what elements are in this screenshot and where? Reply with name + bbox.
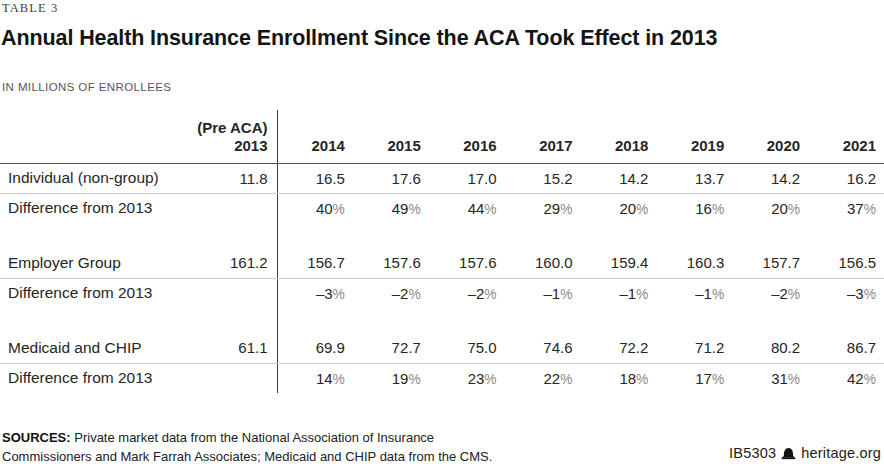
table-row-medicaid-chip: Medicaid and CHIP 61.1 69.9 72.7 75.0 74…: [0, 333, 884, 363]
value-cell: 14%: [277, 363, 353, 393]
value-cell: 157.6: [353, 248, 429, 278]
value-cell: 160.3: [656, 248, 732, 278]
year-header: 2019: [656, 110, 732, 163]
site-link: heritage.org: [801, 445, 881, 461]
value-cell: 157.7: [732, 248, 808, 278]
value-cell: 19%: [353, 363, 429, 393]
table-header-row: (Pre ACA) 2013 2014 2015 2016 2017 2018 …: [0, 110, 884, 163]
header-pre-aca-2013: (Pre ACA) 2013: [180, 110, 277, 163]
units-subtitle: IN MILLIONS OF ENROLLEES: [2, 81, 171, 93]
value-cell: 14.2: [581, 163, 657, 193]
row-label: Difference from 2013: [0, 193, 180, 223]
liberty-bell-icon: [781, 446, 796, 460]
value-cell: 159.4: [581, 248, 657, 278]
value-cell: 75.0: [429, 333, 505, 363]
value-cell: 18%: [581, 363, 657, 393]
value-cell: 74.6: [505, 333, 581, 363]
value-cell: 156.5: [808, 248, 884, 278]
table-row-medicaid-difference: Difference from 2013 14% 19% 23% 22% 18%…: [0, 363, 884, 393]
year-header: 2021: [808, 110, 884, 163]
pre-aca-year: 2013: [180, 137, 268, 155]
value-cell: 16.2: [808, 163, 884, 193]
value-cell: 17.0: [429, 163, 505, 193]
value-cell: –2%: [429, 278, 505, 308]
value-cell: –3%: [277, 278, 353, 308]
header-empty-cell: [0, 110, 180, 163]
value-cell: 22%: [505, 363, 581, 393]
value-cell: 160.0: [505, 248, 581, 278]
pre-aca-label: (Pre ACA): [180, 119, 268, 137]
baseline-cell: [180, 278, 277, 308]
value-cell: 16.5: [277, 163, 353, 193]
value-cell: 40%: [277, 193, 353, 223]
baseline-cell: 161.2: [180, 248, 277, 278]
year-header: 2018: [581, 110, 657, 163]
value-cell: 37%: [808, 193, 884, 223]
value-cell: 69.9: [277, 333, 353, 363]
value-cell: 29%: [505, 193, 581, 223]
baseline-cell: 11.8: [180, 163, 277, 193]
value-cell: 80.2: [732, 333, 808, 363]
value-cell: 156.7: [277, 248, 353, 278]
spacer-row: [0, 308, 884, 333]
table-row-employer-difference: Difference from 2013 –3% –2% –2% –1% –1%…: [0, 278, 884, 308]
value-cell: –1%: [505, 278, 581, 308]
year-header: 2014: [277, 110, 353, 163]
sources-text: Private market data from the National As…: [2, 430, 492, 464]
year-header: 2020: [732, 110, 808, 163]
baseline-cell: 61.1: [180, 333, 277, 363]
value-cell: 72.2: [581, 333, 657, 363]
year-header: 2017: [505, 110, 581, 163]
doc-id: IB5303: [729, 445, 776, 461]
value-cell: 13.7: [656, 163, 732, 193]
value-cell: 49%: [353, 193, 429, 223]
year-header: 2015: [353, 110, 429, 163]
sources-note: SOURCES: Private market data from the Na…: [2, 429, 526, 466]
row-label: Medicaid and CHIP: [0, 333, 180, 363]
footer-page-info: IB5303 heritage.org: [729, 445, 881, 461]
baseline-cell: [180, 363, 277, 393]
value-cell: 42%: [808, 363, 884, 393]
value-cell: 14.2: [732, 163, 808, 193]
value-cell: 17.6: [353, 163, 429, 193]
table-number: TABLE 3: [2, 1, 58, 16]
row-label: Difference from 2013: [0, 363, 180, 393]
value-cell: 17%: [656, 363, 732, 393]
value-cell: 23%: [429, 363, 505, 393]
baseline-cell: [180, 193, 277, 223]
value-cell: 20%: [732, 193, 808, 223]
value-cell: 16%: [656, 193, 732, 223]
spacer-row: [0, 223, 884, 248]
value-cell: 71.2: [656, 333, 732, 363]
table-row-individual: Individual (non-group) 11.8 16.5 17.6 17…: [0, 163, 884, 193]
value-cell: 72.7: [353, 333, 429, 363]
table-row-employer-group: Employer Group 161.2 156.7 157.6 157.6 1…: [0, 248, 884, 278]
value-cell: 44%: [429, 193, 505, 223]
value-cell: –2%: [353, 278, 429, 308]
value-cell: 157.6: [429, 248, 505, 278]
page-title: Annual Health Insurance Enrollment Since…: [1, 26, 717, 51]
value-cell: –1%: [581, 278, 657, 308]
value-cell: 20%: [581, 193, 657, 223]
value-cell: –3%: [808, 278, 884, 308]
enrollment-table: (Pre ACA) 2013 2014 2015 2016 2017 2018 …: [0, 110, 884, 393]
row-label: Employer Group: [0, 248, 180, 278]
value-cell: 15.2: [505, 163, 581, 193]
value-cell: –2%: [732, 278, 808, 308]
row-label: Difference from 2013: [0, 278, 180, 308]
value-cell: –1%: [656, 278, 732, 308]
row-label: Individual (non-group): [0, 163, 180, 193]
year-header: 2016: [429, 110, 505, 163]
value-cell: 31%: [732, 363, 808, 393]
table-row-individual-difference: Difference from 2013 40% 49% 44% 29% 20%…: [0, 193, 884, 223]
sources-label: SOURCES:: [2, 430, 71, 445]
value-cell: 86.7: [808, 333, 884, 363]
